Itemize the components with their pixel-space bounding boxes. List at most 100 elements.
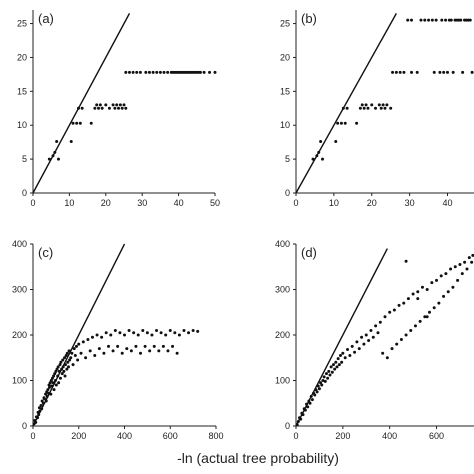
data-point <box>383 315 387 319</box>
data-point <box>308 401 312 405</box>
data-point <box>158 70 162 74</box>
data-point <box>471 253 474 257</box>
data-point <box>336 357 340 361</box>
y-tick-label: 5 <box>22 154 27 164</box>
data-point <box>53 379 57 382</box>
data-point <box>117 106 121 110</box>
data-point <box>118 331 122 335</box>
x-tick-label: 20 <box>367 198 377 208</box>
data-point <box>307 399 311 403</box>
data-point <box>161 344 165 348</box>
data-point <box>113 106 117 110</box>
data-point <box>416 297 420 301</box>
data-point <box>76 358 80 362</box>
data-point <box>398 70 402 74</box>
data-point <box>440 18 444 22</box>
data-point <box>69 139 73 143</box>
data-point <box>413 324 417 328</box>
data-point <box>44 392 48 396</box>
data-point <box>60 367 64 371</box>
data-point <box>404 333 408 337</box>
data-point <box>143 344 147 348</box>
data-point <box>55 367 59 371</box>
data-point <box>100 106 104 110</box>
data-point <box>49 392 53 396</box>
data-point <box>61 365 65 369</box>
data-point <box>42 397 46 401</box>
data-point <box>138 70 142 74</box>
y-tick-label: 20 <box>17 52 27 62</box>
x-tick-label: 400 <box>382 431 397 441</box>
data-point <box>295 423 299 427</box>
data-point <box>385 356 389 360</box>
data-point <box>410 18 414 22</box>
data-point <box>34 420 38 424</box>
data-point <box>404 259 408 263</box>
y-tick-label: 0 <box>285 421 290 431</box>
data-point <box>355 340 359 344</box>
data-point <box>129 349 133 353</box>
y-tick-label: 200 <box>275 330 290 340</box>
data-point <box>80 106 84 110</box>
data-point <box>50 384 54 388</box>
data-point <box>329 365 333 369</box>
data-point <box>381 351 385 355</box>
data-point <box>456 278 460 282</box>
data-point <box>166 70 170 74</box>
data-point <box>374 106 378 110</box>
data-point <box>427 18 431 22</box>
data-point <box>371 335 375 339</box>
data-point <box>321 379 325 382</box>
data-point <box>459 18 463 22</box>
data-point <box>353 350 357 354</box>
data-point <box>100 335 104 339</box>
data-point <box>395 342 399 346</box>
data-point <box>198 70 202 74</box>
data-point <box>122 103 126 107</box>
data-point <box>63 356 67 360</box>
data-point <box>120 351 124 355</box>
y-tick-label: 100 <box>12 376 27 386</box>
data-point <box>428 310 431 314</box>
data-point <box>430 281 434 285</box>
data-point <box>86 338 90 342</box>
data-point <box>335 365 339 369</box>
data-point <box>57 381 61 385</box>
data-point <box>107 106 111 110</box>
data-point <box>328 373 332 377</box>
data-point <box>54 369 58 373</box>
data-point <box>341 351 345 355</box>
data-point <box>305 402 309 406</box>
data-point <box>391 70 395 74</box>
data-point <box>339 121 343 125</box>
data-point <box>343 121 347 125</box>
data-point <box>330 370 334 374</box>
x-tick-label: 0 <box>293 431 298 441</box>
data-point <box>166 349 170 353</box>
data-point <box>411 292 415 296</box>
data-point <box>324 372 328 376</box>
data-point <box>64 353 68 357</box>
data-point <box>191 328 195 332</box>
data-point <box>463 260 467 264</box>
data-point <box>37 413 41 417</box>
data-point <box>381 103 385 107</box>
data-point <box>314 388 318 392</box>
data-point <box>470 260 474 264</box>
data-point <box>150 333 154 337</box>
data-point <box>377 103 381 107</box>
data-point <box>54 383 58 387</box>
data-point <box>319 381 323 385</box>
data-point <box>73 353 77 357</box>
data-point <box>303 408 307 412</box>
data-point <box>59 360 63 364</box>
x-tick-label: 30 <box>137 198 147 208</box>
y-tick-label: 20 <box>280 52 290 62</box>
data-point <box>104 331 108 335</box>
data-point <box>41 401 45 405</box>
panel-label: (b) <box>301 11 317 26</box>
data-point <box>53 150 57 154</box>
data-point <box>77 342 81 346</box>
data-point <box>159 331 163 335</box>
